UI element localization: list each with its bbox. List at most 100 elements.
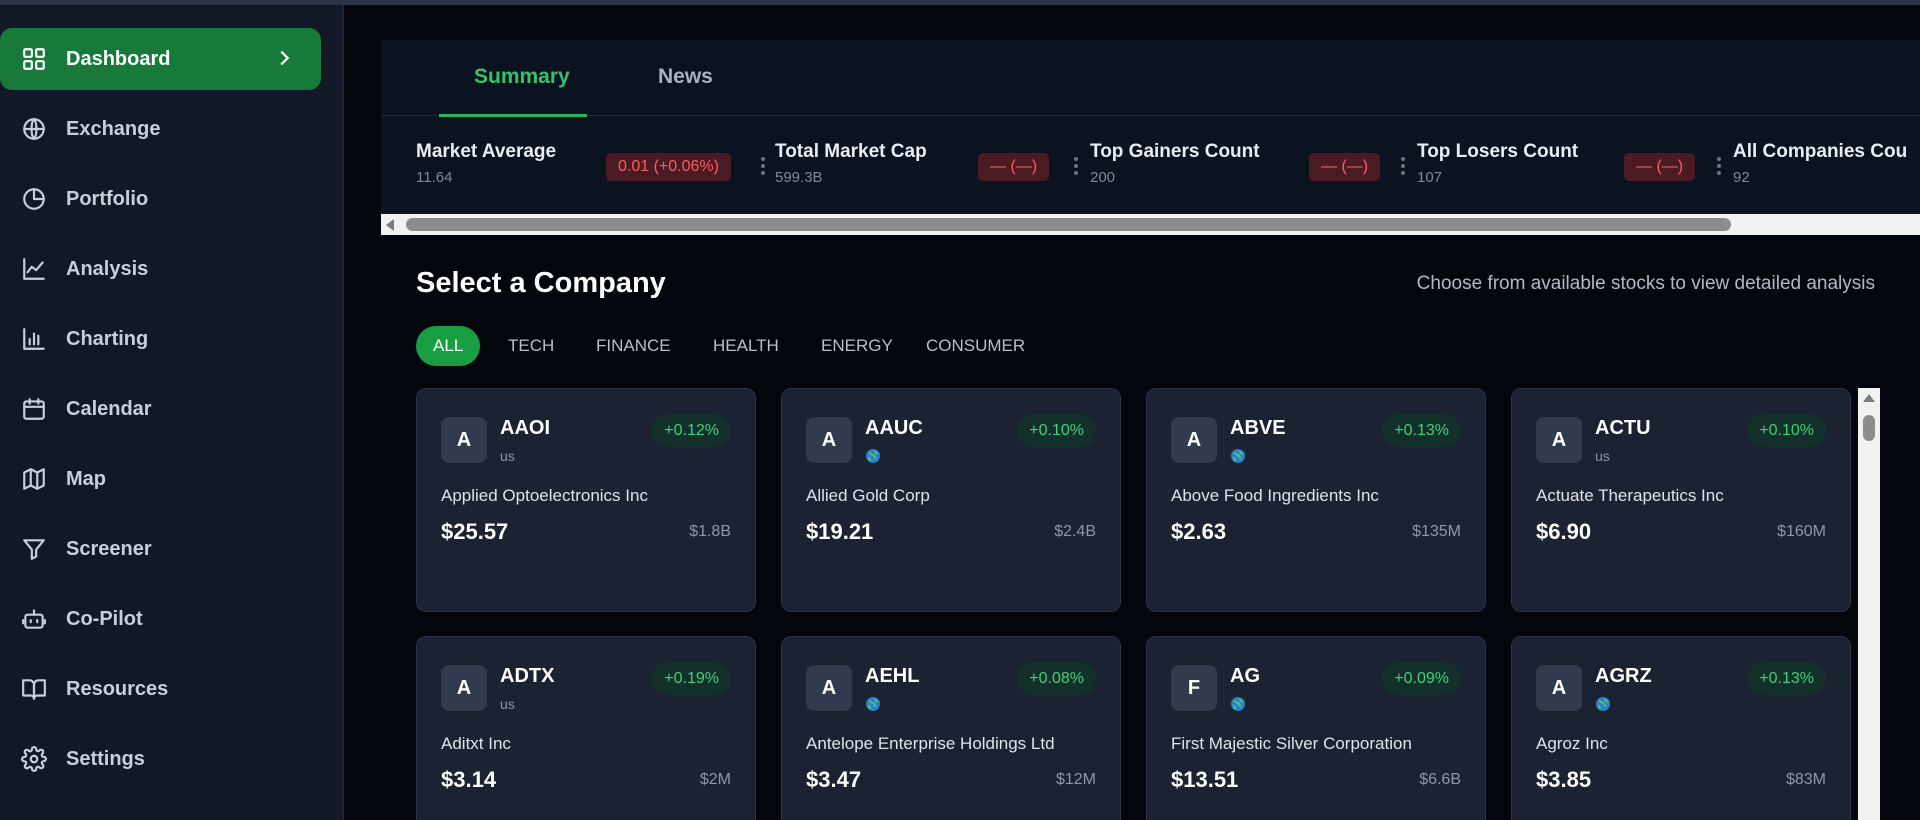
company-card[interactable]: A ACTU us +0.10% Actuate Therapeutics Inc $6.… [1511,388,1851,612]
company-avatar: A [1536,665,1582,711]
sidebar-item-map[interactable]: Map [0,448,321,510]
sidebar-item-label: Portfolio [66,187,149,210]
sidebar-item-label: Resources [66,677,169,700]
sidebar-item-screener[interactable]: Screener [0,518,321,580]
company-name: Aditxt Inc [441,734,511,753]
company-region: us [1595,448,1610,464]
sidebar-item-analysis[interactable]: Analysis [0,238,321,300]
price-change-badge: +0.19% [652,662,731,695]
price-change-badge: +0.10% [1017,414,1096,447]
more-options-icon[interactable] [1071,154,1081,180]
company-region: us [500,448,515,464]
metric-label: All Companies Cou [1733,141,1908,162]
price-change-badge: +0.08% [1017,662,1096,695]
company-cards-grid: A AAOI us +0.12% Applied Optoelectronics Inc… [416,388,1886,820]
metric-total-market-cap: Total Market Cap 599.3B [775,141,927,186]
chevron-right-icon [273,47,295,69]
company-card[interactable]: A ABVE +0.13% Above Food Ingredients Inc $2.… [1146,388,1486,612]
vertical-scrollbar[interactable] [1858,388,1880,820]
sidebar-item-label: Calendar [66,397,152,420]
filter-icon [20,535,48,563]
company-avatar: F [1171,665,1217,711]
section-subtitle: Choose from available stocks to view det… [1416,273,1875,294]
company-ticker: ACTU [1595,417,1651,439]
tab-summary[interactable]: Summary [474,65,570,88]
more-options-icon[interactable] [1398,154,1408,180]
scrollbar-thumb[interactable] [1863,415,1875,441]
filter-health[interactable]: HEALTH [713,336,779,355]
company-ticker: AAUC [865,417,923,439]
pie-chart-icon [20,185,48,213]
sidebar-item-settings[interactable]: Settings [0,728,321,790]
company-market-cap: $83M [1785,771,1826,788]
price-change-badge: +0.13% [1382,414,1461,447]
more-options-icon[interactable] [758,154,768,180]
company-market-cap: $135M [1412,523,1461,540]
sidebar: Dashboard Exchange Portfolio Analysis [0,5,344,820]
market-summary-panel: Summary News Market Average 11.64 0.01 (… [381,40,1920,235]
company-ticker: ABVE [1230,417,1286,439]
metric-label: Total Market Cap [775,141,927,162]
sidebar-item-dashboard[interactable]: Dashboard [0,28,321,90]
sidebar-item-resources[interactable]: Resources [0,658,321,720]
globe-icon [1230,696,1246,712]
metric-top-gainers-count: Top Gainers Count 200 [1090,141,1260,186]
scroll-left-icon[interactable] [386,219,394,231]
metric-value: 107 [1417,169,1443,186]
company-card[interactable]: A AGRZ +0.13% Agroz Inc $3.85 $83M [1511,636,1851,820]
filter-consumer[interactable]: CONSUMER [926,336,1026,355]
company-price: $3.85 [1536,767,1592,792]
company-card[interactable]: A AAOI us +0.12% Applied Optoelectronics Inc… [416,388,756,612]
company-card[interactable]: A AEHL +0.08% Antelope Enterprise Holdings … [781,636,1121,820]
company-name: Antelope Enterprise Holdings Ltd [806,734,1055,753]
metric-value: 92 [1733,169,1750,186]
gear-icon [20,745,48,773]
scroll-up-icon[interactable] [1863,394,1875,402]
sidebar-item-label: Map [66,467,106,490]
horizontal-scrollbar[interactable] [381,214,1920,235]
active-tab-indicator [439,114,587,117]
more-options-icon[interactable] [1714,154,1724,180]
company-market-cap: $2.4B [1054,523,1096,540]
tab-news[interactable]: News [658,65,713,88]
sidebar-item-label: Co-Pilot [66,607,143,630]
globe-icon [865,448,881,464]
sidebar-item-co-pilot[interactable]: Co-Pilot [0,588,321,650]
bot-icon [20,605,48,633]
metric-value: 11.64 [416,169,453,186]
company-price: $2.63 [1171,519,1227,544]
sidebar-item-charting[interactable]: Charting [0,308,321,370]
metric-market-average: Market Average 11.64 [416,141,556,186]
company-ticker: AEHL [865,665,920,687]
sidebar-item-portfolio[interactable]: Portfolio [0,168,321,230]
metric-label: Top Losers Count [1417,141,1579,162]
map-icon [20,465,48,493]
metric-value: 200 [1090,169,1116,186]
globe-icon [1595,696,1611,712]
company-price: $3.47 [806,767,862,792]
company-card[interactable]: A ADTX us +0.19% Aditxt Inc $3.14 $2M [416,636,756,820]
company-price: $25.57 [441,519,509,544]
metrics-strip: Market Average 11.64 0.01 (+0.06%) Total… [381,116,1920,214]
metric-value: 599.3B [775,169,823,186]
filter-finance[interactable]: FINANCE [596,336,671,355]
filter-energy[interactable]: ENERGY [821,336,893,355]
metric-top-losers-count: Top Losers Count 107 [1417,141,1578,186]
company-ticker: AGRZ [1595,665,1652,687]
company-card[interactable]: F AG +0.09% First Majestic Silver Corporati… [1146,636,1486,820]
company-card[interactable]: A AAUC +0.10% Allied Gold Corp $19.21 $2.4B [781,388,1121,612]
price-change-badge: +0.12% [652,414,731,447]
scrollbar-thumb[interactable] [406,218,1731,231]
sidebar-item-calendar[interactable]: Calendar [0,378,321,440]
filter-tech[interactable]: TECH [508,336,555,355]
metric-label: Top Gainers Count [1090,141,1260,162]
filter-all[interactable]: ALL [416,326,481,366]
sidebar-item-exchange[interactable]: Exchange [0,98,321,160]
metric-change-badge: 0.01 (+0.06%) [606,153,731,181]
dashboard-grid-icon [20,45,48,73]
book-icon [20,675,48,703]
sidebar-item-label: Charting [66,327,149,350]
globe-icon [865,696,881,712]
company-ticker: AAOI [500,417,550,439]
